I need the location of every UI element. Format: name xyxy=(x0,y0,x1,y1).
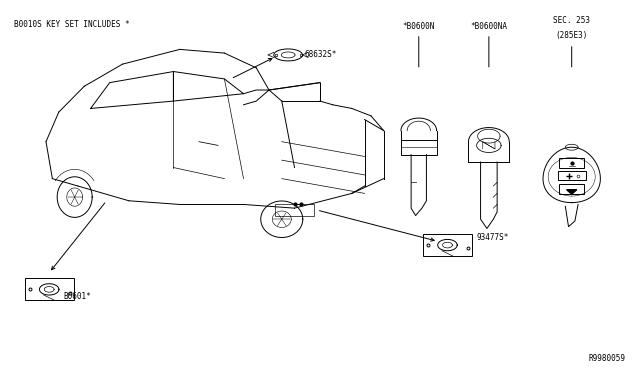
Bar xyxy=(557,171,586,180)
Text: SEC. 253: SEC. 253 xyxy=(553,16,590,25)
Bar xyxy=(559,184,584,194)
Text: 93477S*: 93477S* xyxy=(476,233,509,242)
Text: B0010S KEY SET INCLUDES *: B0010S KEY SET INCLUDES * xyxy=(14,20,130,29)
Bar xyxy=(25,278,74,300)
Polygon shape xyxy=(566,190,577,194)
Text: *B0600N: *B0600N xyxy=(403,22,435,31)
Text: (285E3): (285E3) xyxy=(556,31,588,40)
Text: *B0600NA: *B0600NA xyxy=(470,22,508,31)
Bar xyxy=(275,205,314,215)
Text: 68632S*: 68632S* xyxy=(304,51,337,60)
Text: B0601*: B0601* xyxy=(63,292,91,301)
Bar xyxy=(401,140,436,155)
Bar xyxy=(423,234,472,256)
Bar xyxy=(559,158,584,167)
Text: R9980059: R9980059 xyxy=(589,354,626,363)
